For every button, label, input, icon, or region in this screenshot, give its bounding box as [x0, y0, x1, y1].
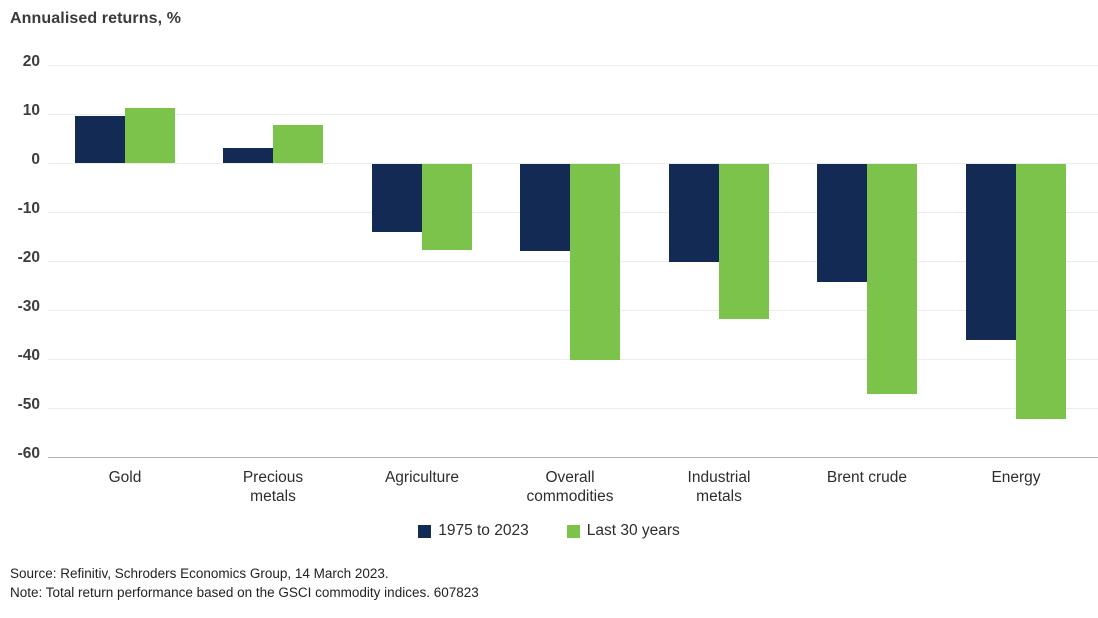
category-label-gold: Gold [108, 469, 142, 486]
legend-label: Last 30 years [586, 522, 680, 539]
footer: Source: Refinitiv, Schroders Economics G… [10, 564, 479, 602]
y-axis-tick--20: -20 [17, 249, 40, 266]
bar-overall-commodities-last-30-years [570, 164, 620, 360]
y-axis-tick-10: 10 [22, 102, 40, 119]
gridline-10 [48, 114, 1098, 115]
source-text: Source: Refinitiv, Schroders Economics G… [10, 566, 389, 581]
y-axis-tick-0: 0 [31, 151, 40, 168]
gridline-0 [48, 163, 1098, 164]
bar-overall-commodities-1975-to-2023 [520, 164, 570, 251]
category-label-industrial-metals: Industrial metals [687, 469, 751, 505]
legend-item-1975-to-2023: 1975 to 2023 [418, 522, 529, 540]
category-label-agriculture: Agriculture [384, 469, 460, 486]
y-axis-tick--40: -40 [17, 347, 40, 364]
y-axis-tick--10: -10 [17, 200, 40, 217]
chart-title: Annualised returns, % [10, 10, 182, 27]
category-label-precious-metals: Precious metals [242, 469, 304, 505]
bar-energy-1975-to-2023 [966, 164, 1016, 340]
gridline--60 [48, 457, 1098, 458]
bar-industrial-metals-last-30-years [719, 164, 769, 319]
bar-agriculture-last-30-years [422, 164, 472, 250]
bar-precious-metals-1975-to-2023 [223, 148, 273, 163]
legend-label: 1975 to 2023 [438, 522, 529, 539]
gridline--50 [48, 408, 1098, 409]
bar-gold-last-30-years [125, 108, 175, 163]
y-axis-tick-20: 20 [22, 53, 40, 70]
category-label-brent-crude: Brent crude [826, 469, 908, 486]
gridline-20 [48, 65, 1098, 66]
y-axis-tick--50: -50 [17, 396, 40, 413]
category-label-energy: Energy [991, 469, 1041, 486]
bar-brent-crude-1975-to-2023 [817, 164, 867, 282]
y-axis-tick--60: -60 [17, 445, 40, 462]
legend-item-last-30-years: Last 30 years [566, 522, 680, 540]
bar-agriculture-1975-to-2023 [372, 164, 422, 232]
legend-swatch-green [566, 524, 580, 538]
bar-brent-crude-last-30-years [867, 164, 917, 394]
bar-gold-1975-to-2023 [75, 116, 125, 163]
category-label-overall-commodities: Overall commodities [526, 469, 614, 505]
bar-energy-last-30-years [1016, 164, 1066, 419]
y-axis-tick--30: -30 [17, 298, 40, 315]
bar-industrial-metals-1975-to-2023 [669, 164, 719, 262]
legend: 1975 to 2023 Last 30 years [0, 522, 1098, 540]
bar-precious-metals-last-30-years [273, 125, 323, 163]
legend-swatch-navy [418, 524, 432, 538]
note-text: Note: Total return performance based on … [10, 585, 479, 600]
